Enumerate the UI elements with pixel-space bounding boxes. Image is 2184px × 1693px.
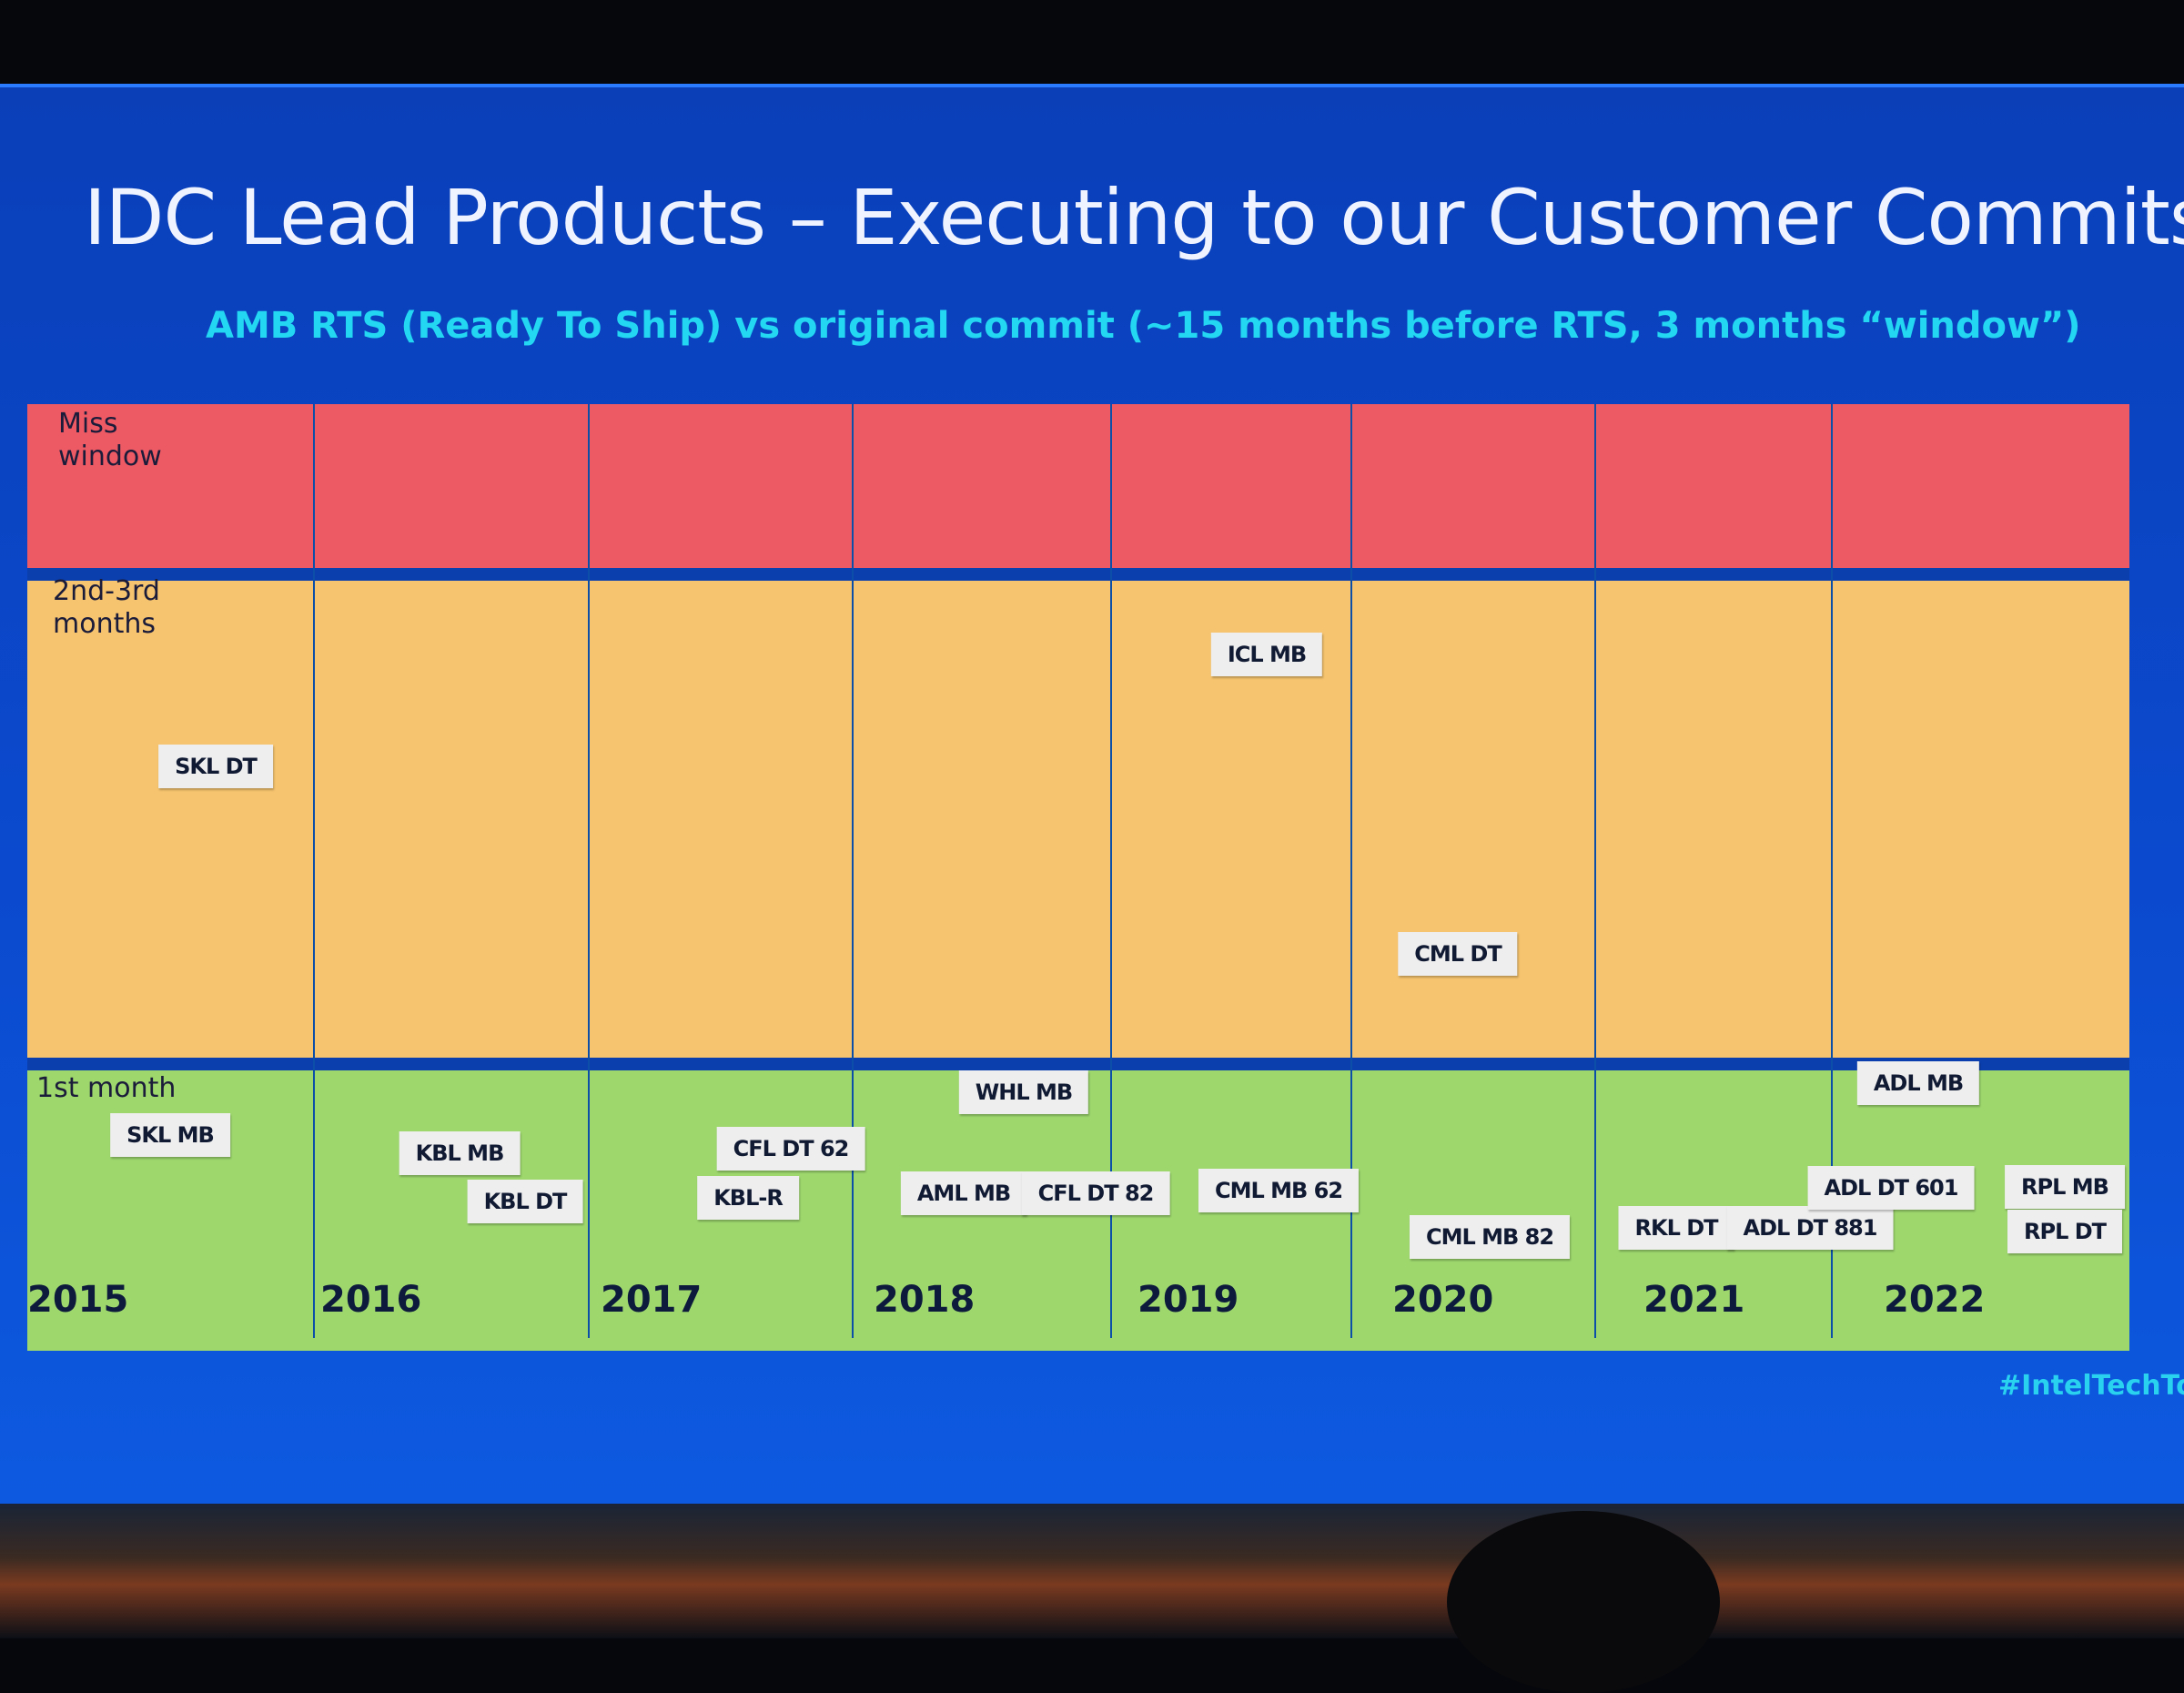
product-tag: RPL DT: [2007, 1210, 2123, 1253]
event-hashtag: #IntelTechTour: [1998, 1370, 2184, 1402]
year-divider: [1110, 404, 1112, 1338]
product-tag: SKL MB: [110, 1113, 230, 1157]
product-tag: ADL MB: [1856, 1061, 1980, 1105]
product-tag: ICL MB: [1210, 633, 1323, 676]
year-label: 2016: [320, 1279, 422, 1321]
product-tag: ADL DT 881: [1726, 1206, 1894, 1250]
product-tag: CML MB 82: [1409, 1215, 1571, 1259]
product-tag: CFL DT 62: [716, 1127, 865, 1171]
year-divider: [588, 404, 590, 1338]
slide-subtitle: AMB RTS (Ready To Ship) vs original comm…: [206, 305, 2081, 347]
year-divider: [1350, 404, 1352, 1338]
year-label: 2021: [1643, 1279, 1745, 1321]
product-tag: RPL MB: [2005, 1165, 2125, 1209]
product-tag: KBL MB: [399, 1131, 521, 1175]
year-divider: [852, 404, 854, 1338]
year-label: 2022: [1884, 1279, 1986, 1321]
product-tag: KBL-R: [697, 1176, 799, 1220]
year-divider: [313, 404, 315, 1338]
audience-head-silhouette: [1447, 1511, 1720, 1693]
product-tag: CML MB 62: [1198, 1169, 1360, 1212]
product-tag: RKL DT: [1618, 1206, 1734, 1250]
year-divider: [1831, 404, 1833, 1338]
product-tag: KBL DT: [467, 1180, 583, 1223]
band-label-miss: Miss window: [58, 408, 162, 472]
product-tag: CFL DT 82: [1021, 1171, 1170, 1215]
band-miss-window: [27, 404, 2129, 568]
product-tag: WHL MB: [958, 1070, 1089, 1114]
product-tag: ADL DT 601: [1807, 1166, 1975, 1210]
product-tag: CML DT: [1398, 932, 1518, 976]
product-tag: SKL DT: [158, 745, 273, 788]
slide-title: IDC Lead Products – Executing to our Cus…: [84, 173, 2184, 262]
year-label: 2015: [27, 1279, 129, 1321]
band-label-1st: 1st month: [36, 1072, 177, 1104]
year-label: 2017: [601, 1279, 703, 1321]
year-divider: [1594, 404, 1596, 1338]
stage-backdrop-city-image: [0, 1504, 2184, 1638]
year-label: 2019: [1138, 1279, 1239, 1321]
band-label-2nd-3rd: 2nd-3rd months: [53, 575, 160, 640]
band-2nd-3rd-months: [27, 568, 2129, 1058]
year-label: 2020: [1392, 1279, 1494, 1321]
product-tag: AML MB: [900, 1171, 1027, 1215]
year-label: 2018: [874, 1279, 976, 1321]
